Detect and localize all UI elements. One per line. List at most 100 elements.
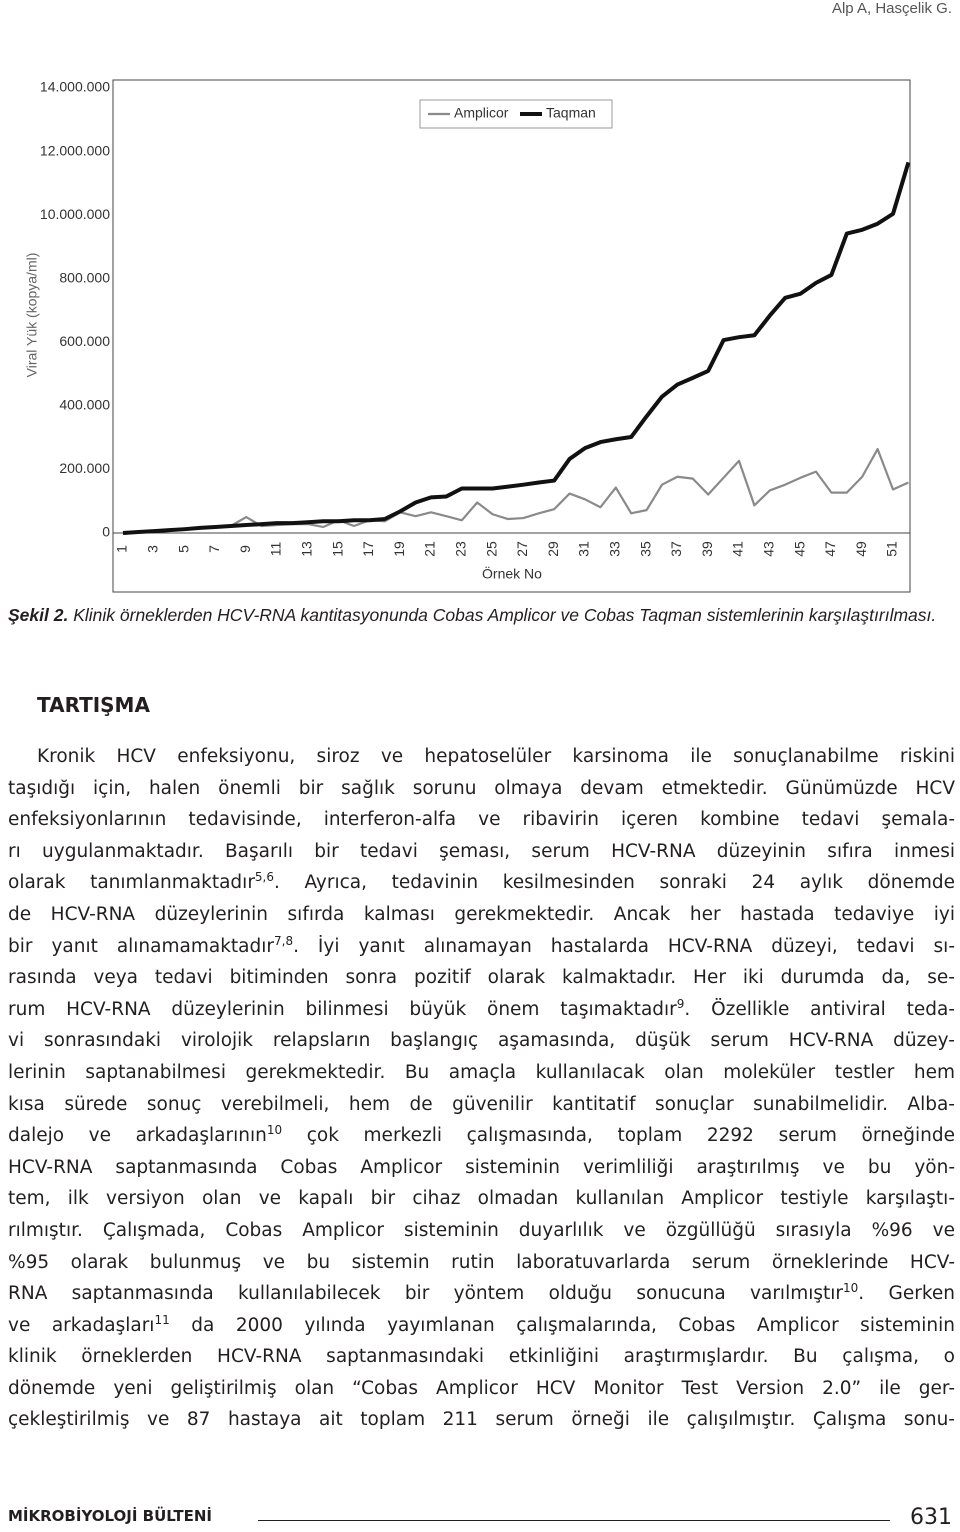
text-run: rı uygulanmaktadır. Başarılı bir tedavi …: [8, 840, 955, 862]
x-tick-label: 19: [391, 541, 407, 557]
text-line: ve arkadaşları11 da 2000 yılında yayımla…: [8, 1310, 955, 1342]
legend-label: Taqman: [546, 105, 596, 121]
text-line: dalejo ve arkadaşlarının10 çok merkezli …: [8, 1120, 955, 1152]
x-tick-label: 5: [175, 545, 191, 553]
journal-name: MİKROBİYOLOJİ BÜLTENİ: [8, 1507, 212, 1525]
x-tick-label: 41: [730, 541, 746, 557]
y-tick-label: 400.000: [59, 397, 110, 413]
text-run: rılmıştır. Çalışmada, Cobas Amplicor sis…: [8, 1219, 955, 1241]
x-axis-title: Örnek No: [482, 565, 542, 582]
text-run: dönemde yeni geliştirilmiş olan “Cobas A…: [8, 1377, 955, 1399]
text-run: bir yanıt alınamamaktadır: [8, 935, 274, 957]
x-tick-label: 27: [514, 541, 530, 557]
text-line: taşıdığı için, halen önemli bir sağlık s…: [8, 773, 955, 805]
text-line: kısa sürede sonuç verebilmeli, hem de gü…: [8, 1089, 955, 1121]
x-tick-label: 31: [576, 541, 592, 557]
text-run: ve arkadaşları: [8, 1314, 155, 1336]
text-run: HCV-RNA saptanmasında Cobas Amplicor sis…: [8, 1156, 955, 1178]
legend-box: [419, 99, 613, 129]
series-line: [122, 447, 909, 535]
text-run: olarak tanımlanmaktadır: [8, 872, 255, 894]
text-run: enfeksiyonlarının tedavisinde, interfero…: [8, 809, 955, 831]
x-tick-label: 43: [761, 541, 777, 557]
x-tick-label: 11: [268, 542, 284, 557]
x-tick-label: 39: [699, 541, 715, 557]
caption-label: Şekil 2.: [8, 605, 69, 625]
caption-text: Klinik örneklerden HCV-RNA kantitasyonun…: [73, 605, 937, 625]
section-heading: TARTIŞMA: [37, 693, 150, 717]
text-line: klinik örneklerden HCV-RNA saptanmasında…: [8, 1341, 955, 1373]
x-tick-label: 45: [791, 541, 807, 557]
x-tick-label: 51: [884, 541, 900, 557]
text-run: . İyi yanıt alınamayan hastalarda HCV-RN…: [293, 935, 955, 957]
x-tick-label: 1: [114, 545, 130, 553]
running-header: Alp A, Hasçelik G.: [831, 0, 952, 17]
x-tick-label: 21: [422, 541, 438, 557]
text-run: da 2000 yılında yayımlanan çalışmalarınd…: [169, 1314, 955, 1336]
y-axis-title: Viral Yük (kopya/ml): [24, 253, 40, 378]
x-tick-label: 3: [145, 545, 161, 553]
x-tick-label: 15: [329, 541, 345, 557]
series-line: [122, 161, 911, 535]
chart-frame: [112, 79, 911, 593]
text-run: çekleştirilmiş ve 87 hastaya ait toplam …: [8, 1409, 955, 1431]
text-run: vi sonrasındaki virolojik relapsların ba…: [8, 1030, 955, 1052]
text-run: . Ayrıca, tedavinin kesilmesinden sonrak…: [274, 872, 955, 894]
x-tick-label: 35: [637, 541, 653, 557]
text-line: %95 olarak bulunmuş ve bu sistemin rutin…: [8, 1247, 955, 1279]
x-tick-label: 17: [360, 541, 376, 557]
text-run: %95 olarak bulunmuş ve bu sistemin rutin…: [8, 1251, 955, 1273]
text-run: rum HCV-RNA düzeylerinin bilinmesi büyük…: [8, 998, 677, 1020]
text-run: çok merkezli çalışmasında, toplam 2292 s…: [282, 1125, 955, 1147]
citation: 7,8: [274, 933, 294, 948]
text-line: vi sonrasındaki virolojik relapsların ba…: [8, 1025, 955, 1057]
x-tick-label: 47: [822, 541, 838, 557]
y-tick-label: 0: [102, 524, 110, 540]
text-line: çekleştirilmiş ve 87 hastaya ait toplam …: [8, 1404, 955, 1436]
text-line: tem, ilk versiyon olan ve kapalı bir cih…: [8, 1183, 955, 1215]
text-line: lerinin saptanabilmesi gerekmektedir. Bu…: [8, 1057, 955, 1089]
text-run: tem, ilk versiyon olan ve kapalı bir cih…: [8, 1188, 955, 1210]
text-line: dönemde yeni geliştirilmiş olan “Cobas A…: [8, 1373, 955, 1405]
paragraph: Kronik HCV enfeksiyonu, siroz ve hepatos…: [8, 741, 955, 1436]
footer-rule: [258, 1520, 890, 1521]
x-tick-label: 9: [237, 545, 253, 553]
chart: Viral Yük (kopya/ml) Örnek No 0 200.000 40…: [24, 79, 911, 593]
y-tick-label: 800.000: [59, 269, 110, 285]
citation: 5,6: [254, 870, 275, 885]
y-tick-label: 14.000.000: [40, 79, 110, 95]
text-line: rasında veya tedavi bitiminden sonra poz…: [8, 962, 955, 994]
x-tick-label: 13: [299, 541, 315, 557]
text-line: RNA saptanmasında kullanılabilecek bir y…: [8, 1278, 955, 1310]
citation: 10: [843, 1280, 859, 1295]
text-line: HCV-RNA saptanmasında Cobas Amplicor sis…: [8, 1152, 955, 1184]
y-tick-label: 200.000: [59, 460, 110, 476]
x-tick-label: 33: [607, 541, 623, 557]
figure-caption: Şekil 2. Klinik örneklerden HCV-RNA kant…: [8, 603, 954, 628]
y-tick-label: 12.000.000: [40, 142, 110, 158]
text-run: lerinin saptanabilmesi gerekmektedir. Bu…: [8, 1061, 955, 1083]
citation: 10: [266, 1122, 283, 1137]
x-tick-label: 29: [545, 541, 561, 557]
citation: 11: [154, 1312, 170, 1327]
legend-label: Amplicor: [454, 105, 509, 121]
y-tick-label: 10.000.000: [40, 206, 110, 222]
x-tick-label: 49: [853, 541, 869, 557]
text-run: klinik örneklerden HCV-RNA saptanmasında…: [8, 1346, 955, 1368]
x-tick-label: 7: [206, 545, 222, 553]
text-run: Kronik HCV enfeksiyonu, siroz ve hepatos…: [37, 746, 955, 767]
text-line: olarak tanımlanmaktadır5,6. Ayrıca, teda…: [8, 867, 955, 899]
page-number: 631: [910, 1505, 952, 1530]
text-line: enfeksiyonlarının tedavisinde, interfero…: [8, 804, 955, 836]
text-line: Kronik HCV enfeksiyonu, siroz ve hepatos…: [8, 741, 955, 773]
text-line: bir yanıt alınamamaktadır7,8. İyi yanıt …: [8, 931, 955, 963]
text-run: RNA saptanmasında kullanılabilecek bir y…: [8, 1283, 844, 1305]
y-tick-label: 600.000: [59, 333, 110, 349]
text-run: rasında veya tedavi bitiminden sonra poz…: [8, 967, 955, 989]
text-run: de HCV-RNA düzeylerinin sıfırda kalması …: [8, 903, 955, 925]
x-tick-label: 25: [483, 541, 499, 557]
text-run: taşıdığı için, halen önemli bir sağlık s…: [8, 777, 955, 799]
text-run: kısa sürede sonuç verebilmeli, hem de gü…: [8, 1093, 955, 1115]
text-run: dalejo ve arkadaşlarının: [8, 1125, 267, 1147]
